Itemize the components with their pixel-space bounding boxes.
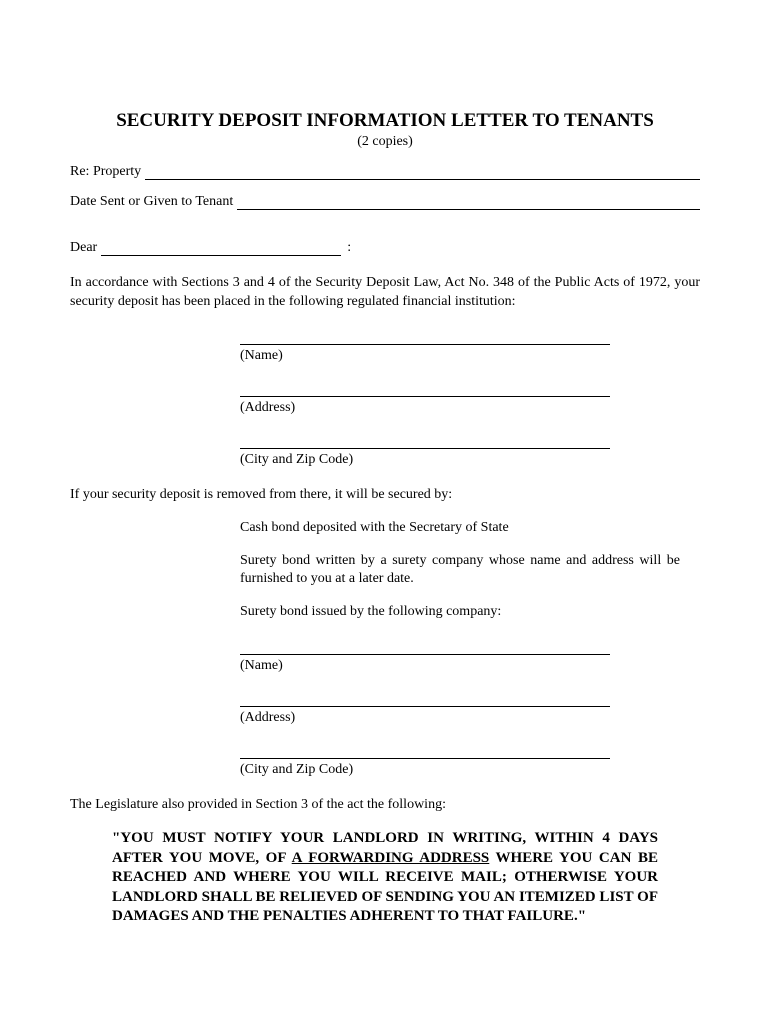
document-title: SECURITY DEPOSIT INFORMATION LETTER TO T… bbox=[70, 110, 700, 132]
institution-name-block: (Name) bbox=[240, 330, 700, 364]
option-surety-furnished-text: Surety bond written by a surety company … bbox=[240, 552, 680, 590]
option-cash-text: Cash bond deposited with the Secretary o… bbox=[240, 519, 680, 538]
dear-label: Dear bbox=[70, 240, 97, 256]
property-field: Re: Property bbox=[70, 164, 700, 180]
company-cityzip-label: (City and Zip Code) bbox=[240, 762, 700, 778]
dear-field: Dear : bbox=[70, 240, 700, 256]
company-name-line[interactable] bbox=[240, 640, 610, 655]
paragraph-legislature: The Legislature also provided in Section… bbox=[70, 796, 700, 815]
institution-cityzip-line[interactable] bbox=[240, 434, 610, 449]
notice-underlined: A FORWARDING ADDRESS bbox=[292, 850, 490, 866]
property-label: Re: Property bbox=[70, 164, 141, 180]
dear-input-line[interactable] bbox=[101, 241, 341, 256]
company-address-block: (Address) bbox=[240, 692, 700, 726]
institution-cityzip-block: (City and Zip Code) bbox=[240, 434, 700, 468]
date-field: Date Sent or Given to Tenant bbox=[70, 194, 700, 210]
company-name-block: (Name) bbox=[240, 640, 700, 674]
property-input-line[interactable] bbox=[145, 165, 700, 180]
institution-name-line[interactable] bbox=[240, 330, 610, 345]
institution-name-label: (Name) bbox=[240, 348, 700, 364]
document-page: SECURITY DEPOSIT INFORMATION LETTER TO T… bbox=[0, 0, 770, 967]
option-surety-issued-text: Surety bond issued by the following comp… bbox=[240, 603, 680, 622]
dear-colon: : bbox=[347, 240, 351, 256]
option-surety-issued: Surety bond issued by the following comp… bbox=[240, 603, 700, 622]
option-surety-furnished: Surety bond written by a surety company … bbox=[240, 552, 700, 590]
document-subtitle: (2 copies) bbox=[70, 134, 700, 150]
company-cityzip-line[interactable] bbox=[240, 744, 610, 759]
date-input-line[interactable] bbox=[237, 195, 700, 210]
institution-address-label: (Address) bbox=[240, 400, 700, 416]
institution-address-block: (Address) bbox=[240, 382, 700, 416]
company-address-label: (Address) bbox=[240, 710, 700, 726]
date-label: Date Sent or Given to Tenant bbox=[70, 194, 233, 210]
option-cash: Cash bond deposited with the Secretary o… bbox=[240, 519, 700, 538]
company-address-line[interactable] bbox=[240, 692, 610, 707]
notice-block: "YOU MUST NOTIFY YOUR LANDLORD IN WRITIN… bbox=[112, 829, 658, 927]
company-cityzip-block: (City and Zip Code) bbox=[240, 744, 700, 778]
institution-address-line[interactable] bbox=[240, 382, 610, 397]
paragraph-removed: If your security deposit is removed from… bbox=[70, 486, 700, 505]
institution-cityzip-label: (City and Zip Code) bbox=[240, 452, 700, 468]
company-name-label: (Name) bbox=[240, 658, 700, 674]
paragraph-intro: In accordance with Sections 3 and 4 of t… bbox=[70, 274, 700, 312]
